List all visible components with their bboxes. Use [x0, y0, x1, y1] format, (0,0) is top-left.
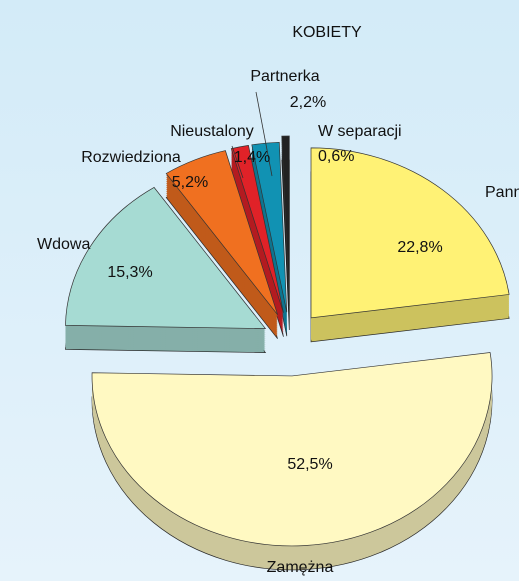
value-label: 52,5% — [287, 456, 332, 473]
value-label: 1,4% — [234, 149, 270, 166]
category-label: Zamężna — [267, 559, 334, 576]
category-label: Wdowa — [37, 236, 90, 253]
labels: Panna 22,8% Zamężna 52,5% Wdowa 15,3% Rozwiedz… — [37, 68, 519, 576]
value-label: 22,8% — [397, 239, 442, 256]
category-label: Nieustalony — [170, 123, 254, 140]
slice — [91, 352, 493, 547]
leader-line — [255, 91, 273, 177]
pie — [65, 135, 510, 571]
category-label: Rozwiedziona — [81, 149, 181, 166]
value-label: 0,6% — [318, 148, 354, 165]
value-label: 5,2% — [172, 174, 208, 191]
slice — [281, 135, 290, 307]
category-label: W separacji — [318, 123, 402, 140]
chart-title: KOBIETY — [292, 24, 362, 41]
category-label: Partnerka — [250, 68, 319, 85]
value-label: 2,2% — [290, 94, 326, 111]
slice — [310, 147, 510, 319]
slice — [165, 150, 278, 315]
slice — [65, 186, 267, 329]
value-label: 15,3% — [107, 264, 152, 281]
leader-line — [231, 145, 244, 179]
slice — [230, 144, 284, 313]
category-label: Panna — [485, 184, 519, 201]
